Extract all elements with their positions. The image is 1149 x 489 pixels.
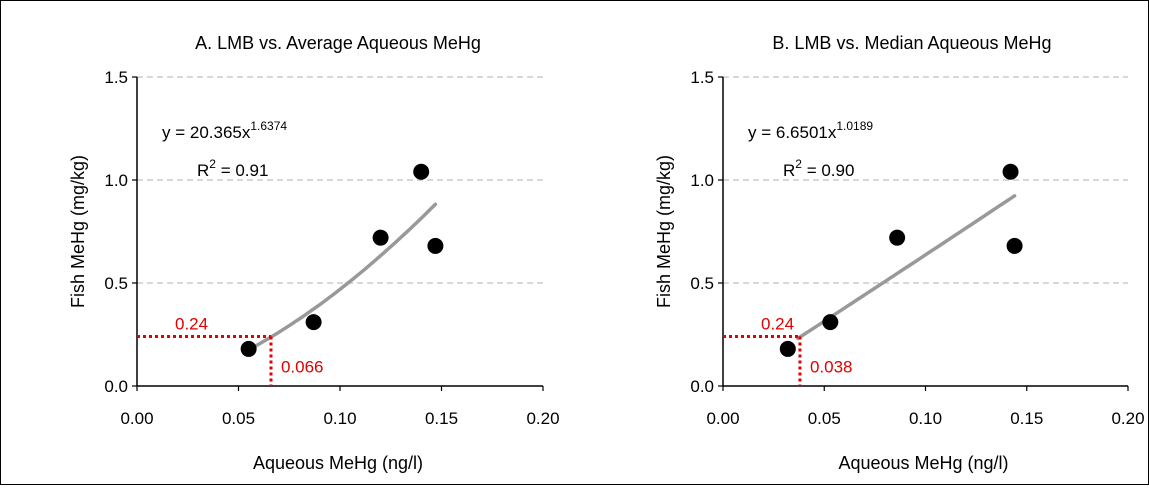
- x-axis-label: Aqueous MeHg (ng/l): [253, 453, 423, 473]
- x-tick-label: 0.15: [425, 409, 458, 428]
- data-point: [1002, 163, 1019, 180]
- trendline: [246, 202, 438, 352]
- data-point: [822, 314, 839, 331]
- data-point: [372, 229, 389, 246]
- reference-x-label: 0.066: [281, 358, 324, 377]
- reference-x-label: 0.038: [810, 358, 853, 377]
- y-axis-label: Fish MeHg (mg/kg): [654, 155, 674, 308]
- y-tick-label: 0.5: [104, 274, 128, 293]
- r-squared-label: R2 = 0.91: [197, 157, 268, 180]
- x-tick-label: 0.20: [1111, 409, 1144, 428]
- y-axis-label: Fish MeHg (mg/kg): [68, 155, 88, 308]
- x-tick-label: 0.20: [526, 409, 559, 428]
- chart-title: B. LMB vs. Median Aqueous MeHg: [772, 33, 1051, 53]
- data-point: [779, 340, 796, 357]
- reference-y-label: 0.24: [761, 315, 794, 334]
- y-tick-label: 1.5: [690, 68, 714, 87]
- r-squared-label: R2 = 0.90: [783, 157, 854, 180]
- x-axis-label: Aqueous MeHg (ng/l): [838, 453, 1008, 473]
- x-tick-label: 0.00: [120, 409, 153, 428]
- chart-title: A. LMB vs. Average Aqueous MeHg: [195, 33, 481, 53]
- chart-panel-b: B. LMB vs. Median Aqueous MeHg 0.0 0.5 1.0 1…: [654, 33, 1145, 473]
- y-tick-label: 0.5: [690, 274, 714, 293]
- data-point: [427, 237, 444, 254]
- x-tick-label: 0.10: [909, 409, 942, 428]
- trendline: [796, 194, 1017, 341]
- data-point: [305, 314, 322, 331]
- x-tick-label: 0.05: [222, 409, 255, 428]
- x-tick-label: 0.05: [808, 409, 841, 428]
- equation-label: y = 20.365x1.6374: [162, 119, 287, 142]
- y-tick-label: 0.0: [104, 377, 128, 396]
- chart-panel-a: A. LMB vs. Average Aqueous MeHg 0.0 0.5 1.0…: [68, 33, 560, 473]
- y-tick-label: 1.5: [104, 68, 128, 87]
- data-point: [889, 229, 906, 246]
- y-tick-label: 0.0: [690, 377, 714, 396]
- x-tick-label: 0.10: [323, 409, 356, 428]
- y-tick-label: 1.0: [104, 171, 128, 190]
- x-tick-label: 0.00: [706, 409, 739, 428]
- equation-label: y = 6.6501x1.0189: [748, 119, 873, 142]
- data-point: [1006, 237, 1023, 254]
- data-point: [240, 340, 257, 357]
- reference-y-label: 0.24: [175, 315, 208, 334]
- x-tick-label: 0.15: [1010, 409, 1043, 428]
- y-tick-label: 1.0: [690, 171, 714, 190]
- data-point: [413, 163, 430, 180]
